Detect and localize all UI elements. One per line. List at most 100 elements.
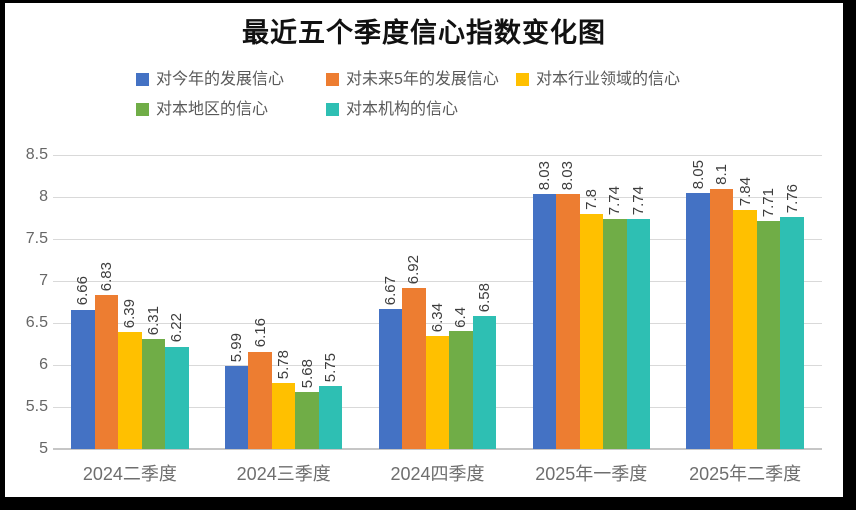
- bar-group: 8.03 8.03 7.8 7.74 7.74: [514, 155, 668, 449]
- bar-value-label: 7.76: [783, 183, 801, 214]
- bar-value-label: 5.75: [322, 352, 340, 382]
- bar-column: 8.03: [532, 155, 557, 449]
- bar-column: 7.84: [733, 155, 757, 449]
- bar-column: 7.8: [579, 155, 604, 449]
- bar-value-label: 6.92: [405, 254, 423, 284]
- chart-title: 最近五个季度信心指数变化图: [242, 18, 606, 49]
- bar-column: 6.67: [378, 155, 403, 449]
- bar-column: 7.74: [626, 155, 651, 449]
- bar-value-label: 6.58: [475, 283, 493, 313]
- bar-value-label: 5.68: [298, 358, 316, 388]
- y-axis-tick-label: 5: [39, 440, 48, 457]
- bar-value-label: 6.83: [97, 262, 115, 292]
- bar-column: 7.71: [756, 155, 781, 449]
- bar: [318, 386, 343, 449]
- bar-value-label: 7.84: [736, 177, 754, 207]
- legend-item: 对本地区的信心: [136, 100, 326, 119]
- bar-value-label: 8.1: [713, 163, 731, 185]
- legend-label: 对今年的发展信心: [156, 71, 285, 88]
- bar-value-label: 6.4: [452, 306, 470, 328]
- bar: [94, 295, 119, 449]
- legend-item: 对本行业领域的信心: [516, 70, 680, 89]
- bar: [449, 331, 473, 449]
- bar: [780, 217, 804, 449]
- y-axis-tick-label: 7.5: [25, 230, 48, 247]
- bar: [271, 383, 296, 449]
- chart-legend: 对今年的发展信心 对未来5年的发展信心 对本行业领域的信心对本地区的信心 对本机构的信…: [136, 70, 680, 119]
- bar: [141, 338, 166, 449]
- bar-column: 6.58: [472, 155, 497, 449]
- bar: [603, 218, 627, 449]
- bar: [626, 218, 651, 449]
- bar-group: 6.67 6.92 6.34 6.4 6.58: [361, 155, 515, 449]
- legend-label: 对本地区的信心: [156, 101, 269, 119]
- bar: [733, 210, 757, 449]
- bar-value-label: 6.66: [74, 276, 92, 306]
- bar-column: 6.83: [94, 155, 119, 449]
- bar-column: 6.66: [71, 155, 95, 449]
- bar-value-label: 6.67: [381, 275, 399, 305]
- x-axis-line: [53, 448, 822, 450]
- bar-column: 6.39: [118, 155, 142, 449]
- gridline: [53, 238, 822, 240]
- bar-value-label: 7.8: [582, 188, 600, 210]
- bar: [756, 221, 781, 449]
- legend-swatch-icon: [516, 73, 529, 87]
- y-axis-tick-label: 6.5: [25, 314, 48, 331]
- bar-column: 5.99: [224, 155, 249, 449]
- bar: [709, 188, 734, 449]
- bar: [402, 287, 426, 449]
- bar: [579, 213, 604, 449]
- legend-swatch-icon: [326, 73, 339, 87]
- bar-column: 8.03: [556, 155, 580, 449]
- bar: [425, 336, 450, 449]
- legend-label: 对本机构的信心: [346, 101, 459, 119]
- legend-swatch-icon: [136, 103, 149, 117]
- bar-column: 6.31: [141, 155, 166, 449]
- legend-label: 对本行业领域的信心: [536, 71, 681, 88]
- y-axis-tick-label: 5.5: [25, 398, 48, 415]
- bar: [295, 391, 319, 449]
- y-axis-tick-label: 7: [39, 272, 48, 289]
- y-axis-tick-label: 8.5: [25, 146, 48, 163]
- y-axis-tick-label: 8: [39, 188, 48, 205]
- gridline: [53, 196, 822, 198]
- bar-column: 6.4: [449, 155, 473, 449]
- legend-item: 对今年的发展信心: [136, 70, 326, 89]
- legend-swatch-icon: [136, 73, 149, 87]
- bar-column: 5.78: [271, 155, 296, 449]
- bar: [472, 316, 497, 449]
- bar: [165, 346, 189, 449]
- bar: [532, 194, 557, 449]
- bar-column: 6.34: [425, 155, 450, 449]
- bar: [118, 332, 142, 449]
- bar: [224, 365, 249, 449]
- plot-layer: 8.5 8 7.5 7 6.5 6 5.5 5 6.66 6.83 6.39 6.31 6.22 5.99…: [5, 3, 843, 497]
- bar-column: 8.05: [686, 155, 710, 449]
- bar-value-label: 8.03: [559, 161, 577, 191]
- bar-value-label: 8.05: [689, 159, 707, 189]
- bar: [71, 309, 95, 449]
- gridline: [53, 322, 822, 324]
- legend-item: 对未来5年的发展信心: [326, 70, 516, 89]
- bar-column: 6.16: [248, 155, 272, 449]
- x-axis-category-label: 2025年一季度: [535, 464, 648, 484]
- legend-label: 对未来5年的发展信心: [346, 71, 499, 88]
- bar-column: 6.22: [165, 155, 189, 449]
- bar-group: 8.05 8.1 7.84 7.71 7.76: [668, 155, 822, 449]
- y-axis-tick-label: 6: [39, 356, 48, 373]
- bar-column: 6.92: [402, 155, 426, 449]
- bar-group: 5.99 6.16 5.78 5.68 5.75: [207, 155, 361, 449]
- bar-group: 6.66 6.83 6.39 6.31 6.22: [53, 155, 207, 449]
- bar-value-label: 7.71: [760, 188, 778, 218]
- bar-value-label: 7.74: [606, 185, 624, 215]
- bar-value-label: 6.16: [251, 318, 269, 348]
- x-axis-category-label: 2025年二季度: [689, 464, 802, 484]
- x-axis-category-label: 2024四季度: [390, 464, 485, 484]
- bar-column: 7.76: [780, 155, 804, 449]
- bar: [686, 192, 710, 449]
- gridline: [53, 280, 822, 282]
- bar-value-label: 6.31: [144, 305, 162, 335]
- bar-column: 5.68: [295, 155, 319, 449]
